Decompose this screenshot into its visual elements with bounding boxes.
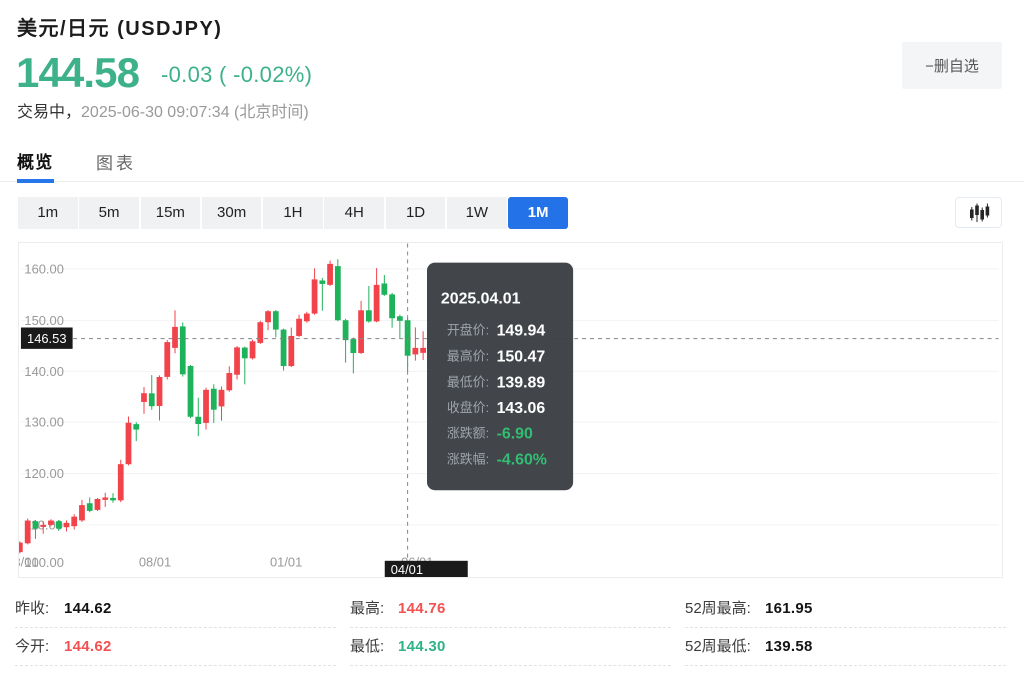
svg-text:143.06: 143.06 [497,400,546,417]
svg-text:146.53: 146.53 [27,331,66,346]
svg-text:160.00: 160.00 [24,262,63,277]
svg-text:120.00: 120.00 [24,466,63,481]
svg-text:149.94: 149.94 [497,323,546,340]
svg-text:最低价:: 最低价: [447,374,489,389]
svg-text:涨跌额:: 涨跌额: [447,426,489,441]
svg-text:03/01: 03/01 [18,554,39,569]
svg-text:涨跌幅:: 涨跌幅: [447,451,489,466]
svg-text:最高价:: 最高价: [447,348,489,363]
svg-text:139.89: 139.89 [497,374,546,391]
svg-text:收盘价:: 收盘价: [447,400,489,415]
svg-text:开盘价:: 开盘价: [447,323,489,338]
svg-text:130.00: 130.00 [24,415,63,430]
svg-text:2025.04.01: 2025.04.01 [441,290,521,307]
svg-text:04/01: 04/01 [391,562,423,577]
svg-text:01/01: 01/01 [270,554,302,569]
svg-text:-6.90: -6.90 [497,426,533,443]
svg-text:150.00: 150.00 [24,313,63,328]
svg-text:-4.60%: -4.60% [497,451,547,468]
svg-text:100.00: 100.00 [24,555,63,570]
svg-text:140.00: 140.00 [24,364,63,379]
svg-text:150.47: 150.47 [497,348,546,365]
svg-text:08/01: 08/01 [139,554,171,569]
